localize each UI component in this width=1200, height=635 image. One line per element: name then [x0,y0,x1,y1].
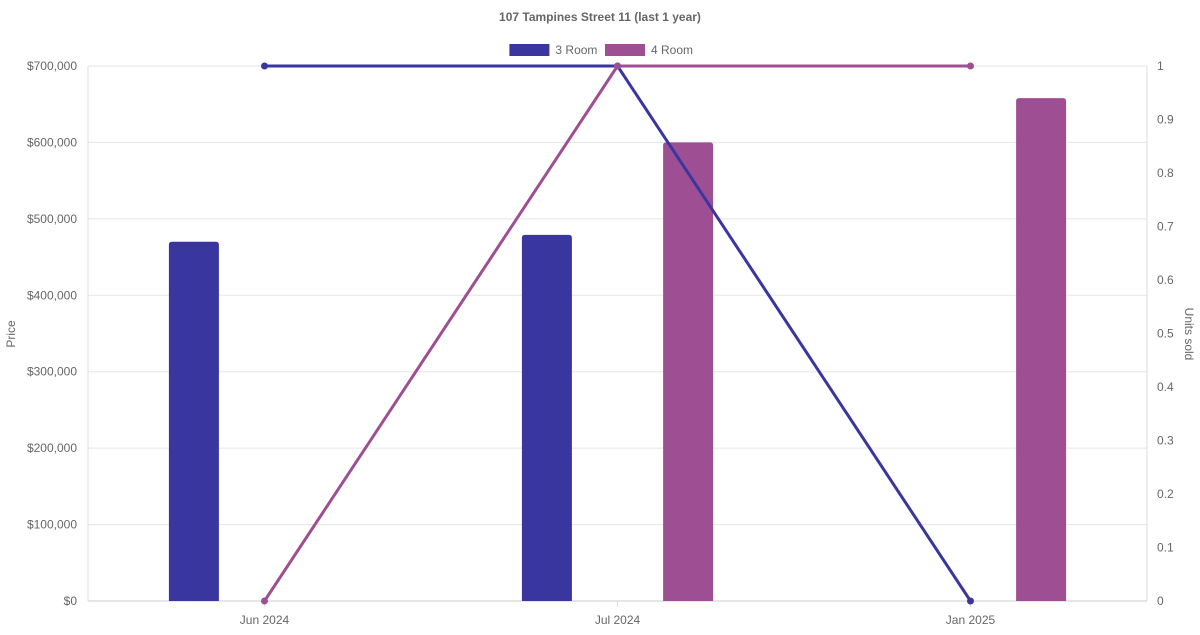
bar-3-room [521,234,572,601]
x-tick-label: Jun 2024 [240,613,290,627]
legend-label: 4 Room [651,43,693,57]
y2-tick-label: 0.7 [1157,220,1174,234]
line-4-room [263,64,971,602]
y-tick-label: $400,000 [27,288,77,302]
y2-tick-label: 0.3 [1157,434,1174,448]
bar-3-room [168,241,219,602]
legend-label: 3 Room [555,43,597,57]
y-tick-label: $100,000 [27,518,77,532]
legend[interactable]: 3 Room 4 Room [509,43,693,57]
legend-swatch [509,44,550,56]
y-tick-label: $500,000 [27,212,77,226]
legend-item[interactable]: 4 Room [605,43,693,57]
y2-tick-label: 1 [1157,59,1164,73]
legend-swatch [605,44,645,56]
line-point [967,62,974,70]
y2-tick-label: 0.4 [1157,380,1174,394]
y2-tick-label: 0 [1157,594,1164,608]
line-point [261,597,268,605]
bar-4-room [1016,98,1067,601]
y-tick-label: $0 [64,594,78,608]
lines [261,62,974,605]
y2-tick-label: 0.9 [1157,113,1174,127]
x-tick-label: Jul 2024 [595,613,641,627]
y2-tick-label: 0.5 [1157,327,1174,341]
y-axis-left: $0 $100,000 $200,000 $300,000 $400,000 $500,0… [27,59,77,608]
line-3-room [264,64,972,602]
line-point [261,62,268,70]
bars [168,98,1067,602]
y-axis-right: 0 0.1 0.2 0.3 0.4 0.5 0.6 0.7 0.8 0.9 1 [1157,59,1174,608]
y-tick-label: $300,000 [27,365,77,379]
y-tick-label: $600,000 [27,135,77,149]
x-tick-label: Jan 2025 [946,613,996,627]
x-axis: Jun 2024 Jul 2024 Jan 2025 [240,601,996,627]
grid-lines [87,65,1148,602]
y2-tick-label: 0.1 [1157,541,1174,555]
y2-tick-label: 0.2 [1157,487,1174,501]
y2-axis-title: Units sold [1182,308,1196,361]
y-axis-title: Price [4,320,18,348]
y2-tick-label: 0.6 [1157,273,1174,287]
chart-title: 107 Tampines Street 11 (last 1 year) [499,10,701,24]
y-tick-label: $700,000 [27,59,77,73]
y-tick-label: $200,000 [27,441,77,455]
legend-item[interactable]: 3 Room [509,43,597,57]
line-point [967,597,974,605]
line-point [614,62,621,70]
bar-4-room [663,142,714,601]
y2-tick-label: 0.8 [1157,166,1174,180]
